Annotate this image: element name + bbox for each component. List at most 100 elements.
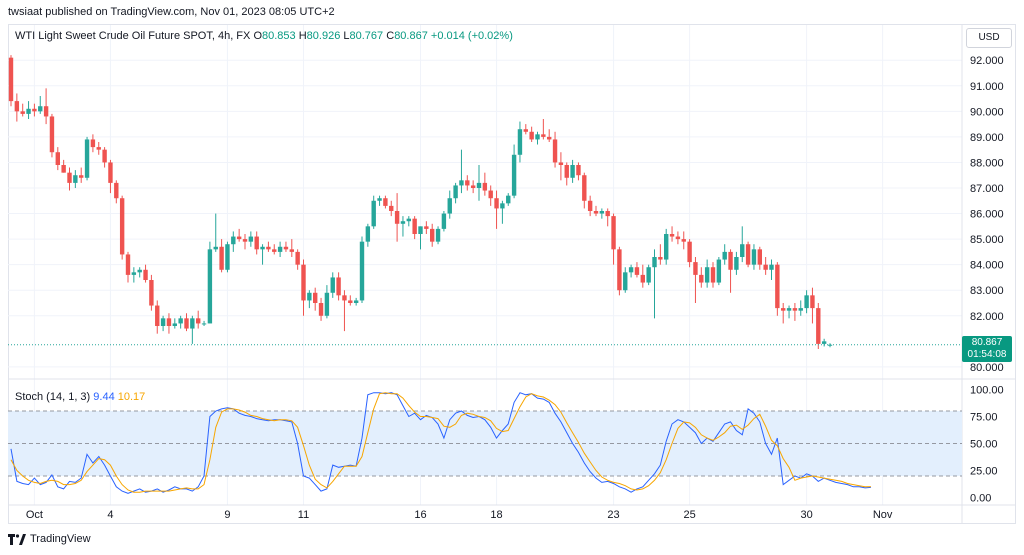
candle bbox=[675, 231, 681, 245]
symbol-name[interactable]: WTI Light Sweet Crude Oil Future SPOT, 4… bbox=[15, 30, 251, 42]
candle-body bbox=[757, 249, 762, 265]
time-tick-label: 25 bbox=[683, 509, 695, 521]
candle bbox=[617, 246, 622, 296]
candle bbox=[716, 257, 722, 286]
candle bbox=[67, 167, 72, 191]
time-tick-label: 23 bbox=[607, 509, 619, 521]
candle bbox=[225, 241, 230, 273]
candle bbox=[365, 223, 371, 247]
ohlc-close: 80.867 bbox=[394, 30, 428, 42]
candle-body bbox=[465, 180, 470, 186]
candle-body bbox=[365, 226, 371, 242]
candle bbox=[61, 159, 66, 173]
candle-body bbox=[342, 295, 347, 301]
candle-body bbox=[541, 134, 546, 137]
candle-body bbox=[447, 198, 452, 214]
candle-body bbox=[353, 300, 359, 303]
candle bbox=[318, 297, 324, 321]
candle bbox=[447, 190, 452, 219]
candle-body bbox=[605, 211, 610, 217]
candle bbox=[775, 262, 780, 316]
candle bbox=[260, 244, 265, 265]
candle-body bbox=[84, 139, 90, 178]
candle-body bbox=[652, 257, 657, 268]
candle bbox=[272, 244, 277, 255]
candle-body bbox=[658, 257, 663, 260]
candle-body bbox=[137, 269, 142, 273]
candle bbox=[658, 244, 663, 265]
candle-body bbox=[576, 165, 581, 176]
candle-body bbox=[307, 292, 312, 301]
price-tick-label: 80.000 bbox=[970, 362, 1004, 374]
candle-body bbox=[313, 292, 318, 303]
candle-body bbox=[254, 236, 259, 250]
candle-body bbox=[664, 234, 669, 260]
candle-body bbox=[552, 139, 558, 163]
candle-body bbox=[453, 185, 458, 199]
candle bbox=[231, 231, 236, 252]
candle bbox=[547, 129, 552, 142]
candle bbox=[79, 167, 84, 183]
candle-body bbox=[125, 254, 131, 275]
candle-body bbox=[102, 149, 107, 163]
candle-body bbox=[511, 154, 517, 196]
candle-body bbox=[219, 246, 224, 270]
candle-body bbox=[43, 106, 49, 117]
candle bbox=[96, 142, 101, 155]
candle bbox=[500, 200, 505, 224]
candle-body bbox=[90, 139, 96, 148]
candle-body bbox=[301, 264, 306, 301]
candle-body bbox=[79, 175, 84, 178]
candle bbox=[307, 290, 312, 309]
stoch-name[interactable]: Stoch (14, 1, 3) bbox=[15, 391, 91, 403]
candle bbox=[430, 223, 435, 247]
candle bbox=[745, 241, 751, 268]
candle-body bbox=[160, 318, 166, 326]
candle-body bbox=[231, 236, 236, 245]
candle-body bbox=[248, 236, 254, 242]
candle bbox=[722, 244, 727, 265]
candle-body bbox=[786, 308, 792, 311]
candle bbox=[558, 152, 564, 181]
candle-body bbox=[500, 203, 505, 209]
candle bbox=[330, 272, 335, 298]
candle-body bbox=[406, 218, 411, 222]
candle bbox=[517, 121, 523, 163]
currency-button[interactable]: USD bbox=[966, 28, 1012, 48]
candle-body bbox=[289, 249, 294, 252]
candle bbox=[178, 315, 183, 329]
ohlc-open-label: O bbox=[253, 30, 262, 42]
candle-body bbox=[599, 211, 605, 214]
candle-body bbox=[108, 162, 113, 183]
candle bbox=[669, 226, 675, 242]
candle-body bbox=[201, 323, 207, 325]
candle-body bbox=[798, 308, 803, 311]
candle bbox=[283, 241, 289, 252]
candle-body bbox=[242, 239, 248, 242]
candle-body bbox=[155, 305, 160, 326]
candle bbox=[38, 96, 43, 114]
price-tick-label: 89.000 bbox=[970, 132, 1004, 144]
ohlc-low: 80.767 bbox=[349, 30, 384, 42]
candle-body bbox=[55, 152, 60, 165]
tradingview-logo-icon bbox=[8, 533, 26, 545]
candle bbox=[699, 267, 704, 288]
candle-body bbox=[535, 134, 540, 140]
candle bbox=[418, 226, 423, 250]
candle-body bbox=[336, 277, 341, 296]
candle-body bbox=[634, 267, 640, 275]
candle-body bbox=[740, 244, 745, 257]
candle bbox=[143, 264, 148, 283]
candle bbox=[406, 216, 411, 227]
candle bbox=[482, 172, 488, 196]
candle bbox=[640, 264, 645, 288]
footer-brand[interactable]: TradingView bbox=[30, 533, 91, 545]
candle bbox=[102, 147, 107, 168]
ohlc-change: +0.014 (+0.02%) bbox=[430, 30, 513, 42]
candle bbox=[353, 297, 359, 306]
candle-body bbox=[412, 218, 417, 234]
candle bbox=[523, 124, 528, 135]
candle bbox=[190, 315, 195, 344]
candle bbox=[342, 290, 347, 332]
